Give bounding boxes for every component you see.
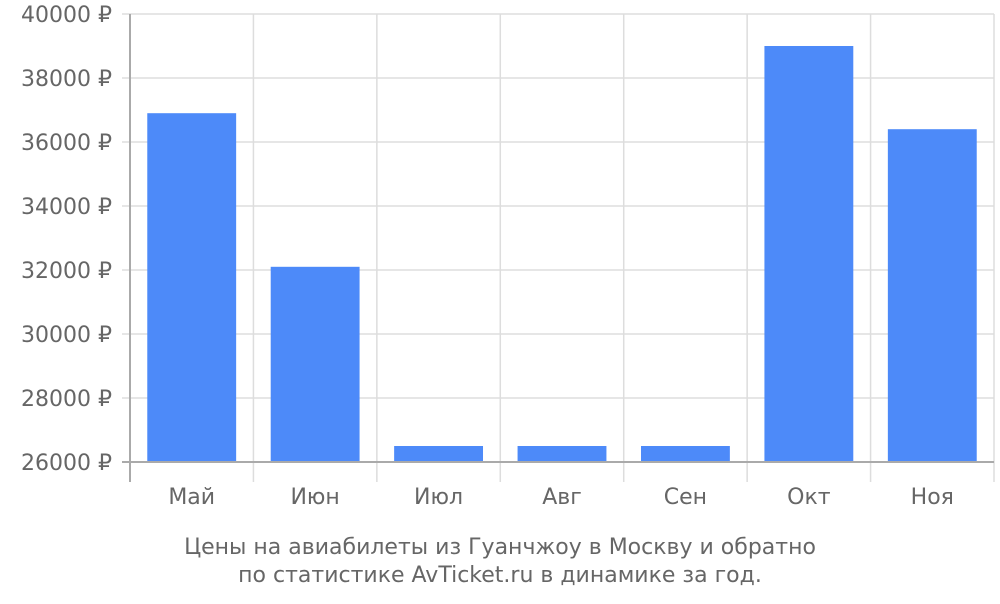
y-tick-label: 26000 ₽ bbox=[21, 451, 112, 476]
y-tick-label: 28000 ₽ bbox=[21, 387, 112, 412]
axes: 26000 ₽ 28000 ₽ 30000 ₽ 32000 ₽ 34000 ₽ 36000… bbox=[21, 3, 994, 510]
y-tick-label: 32000 ₽ bbox=[21, 259, 112, 284]
bars bbox=[147, 46, 977, 462]
x-tick-label: Июн bbox=[290, 485, 339, 510]
caption-line-2: по статистике AvTicket.ru в динамике за … bbox=[238, 563, 762, 588]
x-tick-label: Авг bbox=[542, 485, 582, 510]
bar bbox=[640, 446, 730, 462]
x-tick-label: Сен bbox=[664, 485, 707, 510]
y-tick-label: 40000 ₽ bbox=[21, 3, 112, 28]
x-tick-label: Июл bbox=[414, 485, 463, 510]
y-tick-label: 34000 ₽ bbox=[21, 195, 112, 220]
y-tick-label: 38000 ₽ bbox=[21, 67, 112, 92]
x-tick-label: Май bbox=[168, 485, 215, 510]
bar bbox=[764, 46, 854, 462]
caption-line-1: Цены на авиабилеты из Гуанчжоу в Москву … bbox=[184, 535, 816, 560]
bar bbox=[887, 129, 977, 462]
x-tick-label: Ноя bbox=[911, 485, 954, 510]
bar bbox=[147, 113, 237, 462]
bar bbox=[270, 266, 360, 462]
bar bbox=[394, 446, 484, 462]
y-tick-label: 30000 ₽ bbox=[21, 323, 112, 348]
bar bbox=[517, 446, 607, 462]
grid bbox=[122, 13, 995, 482]
x-tick-label: Окт bbox=[787, 485, 831, 510]
y-tick-label: 36000 ₽ bbox=[21, 131, 112, 156]
